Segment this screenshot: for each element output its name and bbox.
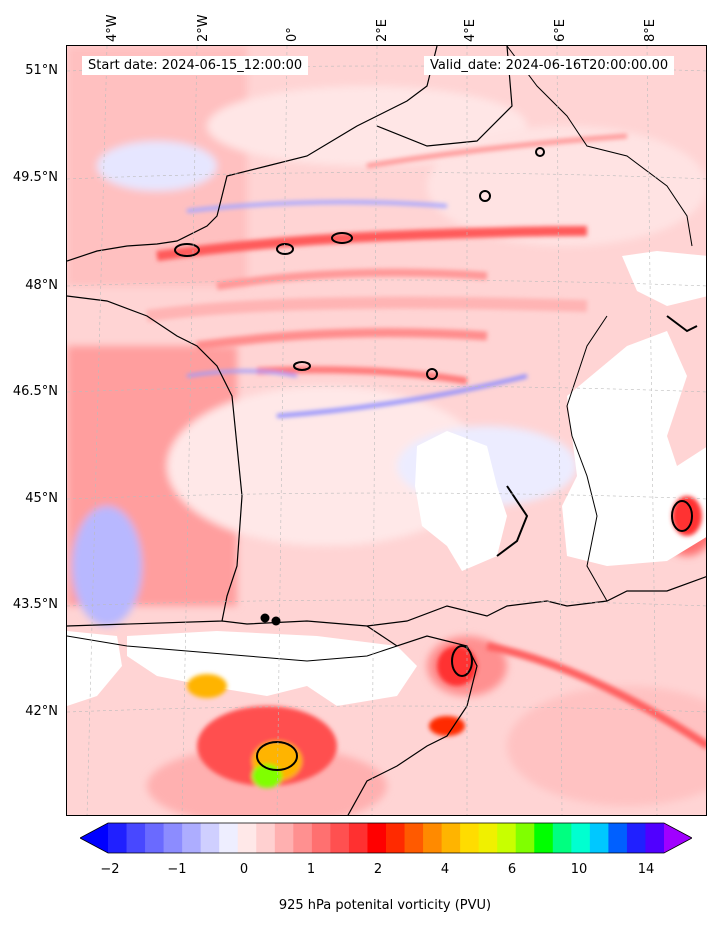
colorbar-swatch bbox=[404, 823, 424, 853]
colorbar-swatch bbox=[219, 823, 239, 853]
colorbar-swatch bbox=[108, 823, 128, 853]
colorbar-tick-label: 10 bbox=[570, 862, 588, 877]
colorbar-swatch bbox=[330, 823, 350, 853]
colorbar-swatch bbox=[163, 823, 183, 853]
colorbar-swatch bbox=[237, 823, 257, 853]
colorbar-swatch bbox=[571, 823, 591, 853]
colorbar-swatch bbox=[460, 823, 480, 853]
longitude-label: 2°E bbox=[375, 19, 390, 42]
start-date-label: Start date: 2024-06-15_12:00:00 bbox=[82, 56, 309, 75]
colorbar bbox=[80, 822, 692, 854]
colorbar-swatch bbox=[497, 823, 517, 853]
colorbar-tick-label: 6 bbox=[507, 862, 517, 877]
map-panel bbox=[66, 45, 707, 816]
latitude-label: 51°N bbox=[25, 63, 58, 78]
valid-date-label: Valid_date: 2024-06-16T20:00:00.00 bbox=[424, 56, 675, 75]
longitude-label: 4°E bbox=[463, 19, 478, 42]
longitude-label: 0° bbox=[285, 27, 300, 42]
longitude-label: 2°W bbox=[196, 14, 211, 42]
colorbar-swatch bbox=[348, 823, 368, 853]
colorbar-swatch bbox=[626, 823, 646, 853]
colorbar-swatch bbox=[645, 823, 665, 853]
colorbar-tick-label: 0 bbox=[239, 862, 249, 877]
colorbar-tick-label: 4 bbox=[440, 862, 450, 877]
colorbar-swatch bbox=[145, 823, 165, 853]
colorbar-tick-label: −2 bbox=[100, 862, 120, 877]
potential-vorticity-map bbox=[67, 46, 706, 815]
colorbar-tick-label: 1 bbox=[306, 862, 316, 877]
marker-dot bbox=[260, 613, 270, 623]
pyrenees-intense-pv bbox=[187, 496, 702, 788]
marker-dot bbox=[271, 616, 281, 626]
coastlines bbox=[67, 46, 706, 815]
colorbar-extend-high bbox=[664, 823, 692, 853]
colorbar-swatch bbox=[256, 823, 276, 853]
colorbar-tick-label: 14 bbox=[637, 862, 655, 877]
colorbar-swatch bbox=[311, 823, 331, 853]
masked-terrain bbox=[67, 251, 706, 706]
colorbar-swatch bbox=[515, 823, 535, 853]
colorbar-swatch bbox=[589, 823, 609, 853]
colorbar-swatch bbox=[608, 823, 628, 853]
colorbar-outline bbox=[80, 822, 692, 854]
latitude-label: 45°N bbox=[25, 491, 58, 506]
colorbar-swatch bbox=[386, 823, 406, 853]
colorbar-tick-label: 2 bbox=[373, 862, 383, 877]
colorbar-swatch bbox=[367, 823, 387, 853]
pv-streaks bbox=[146, 133, 706, 750]
colorbar-swatch bbox=[200, 823, 220, 853]
longitude-label: 6°E bbox=[553, 19, 568, 42]
colorbar-swatch bbox=[478, 823, 498, 853]
country-borders bbox=[67, 46, 693, 662]
longitude-label: 4°W bbox=[105, 14, 120, 42]
colorbar-swatch bbox=[126, 823, 146, 853]
colorbar-swatch bbox=[182, 823, 202, 853]
latitude-label: 46.5°N bbox=[12, 384, 58, 399]
colorbar-tick-label: −1 bbox=[167, 862, 187, 877]
graticule bbox=[67, 46, 706, 815]
latitude-label: 49.5°N bbox=[12, 170, 58, 185]
colorbar-label: 925 hPa potenital vorticity (PVU) bbox=[278, 898, 492, 913]
colorbar-swatch bbox=[534, 823, 554, 853]
colorbar-swatch bbox=[274, 823, 294, 853]
latitude-label: 43.5°N bbox=[12, 597, 58, 612]
colorbar-swatch bbox=[552, 823, 572, 853]
colorbar-swatch bbox=[423, 823, 443, 853]
pv-contours bbox=[174, 147, 698, 771]
colorbar-swatch bbox=[441, 823, 461, 853]
latitude-label: 42°N bbox=[25, 704, 58, 719]
colorbar-swatch bbox=[293, 823, 313, 853]
longitude-label: 8°E bbox=[643, 19, 658, 42]
colorbar-extend-low bbox=[80, 823, 108, 853]
latitude-label: 48°N bbox=[25, 278, 58, 293]
